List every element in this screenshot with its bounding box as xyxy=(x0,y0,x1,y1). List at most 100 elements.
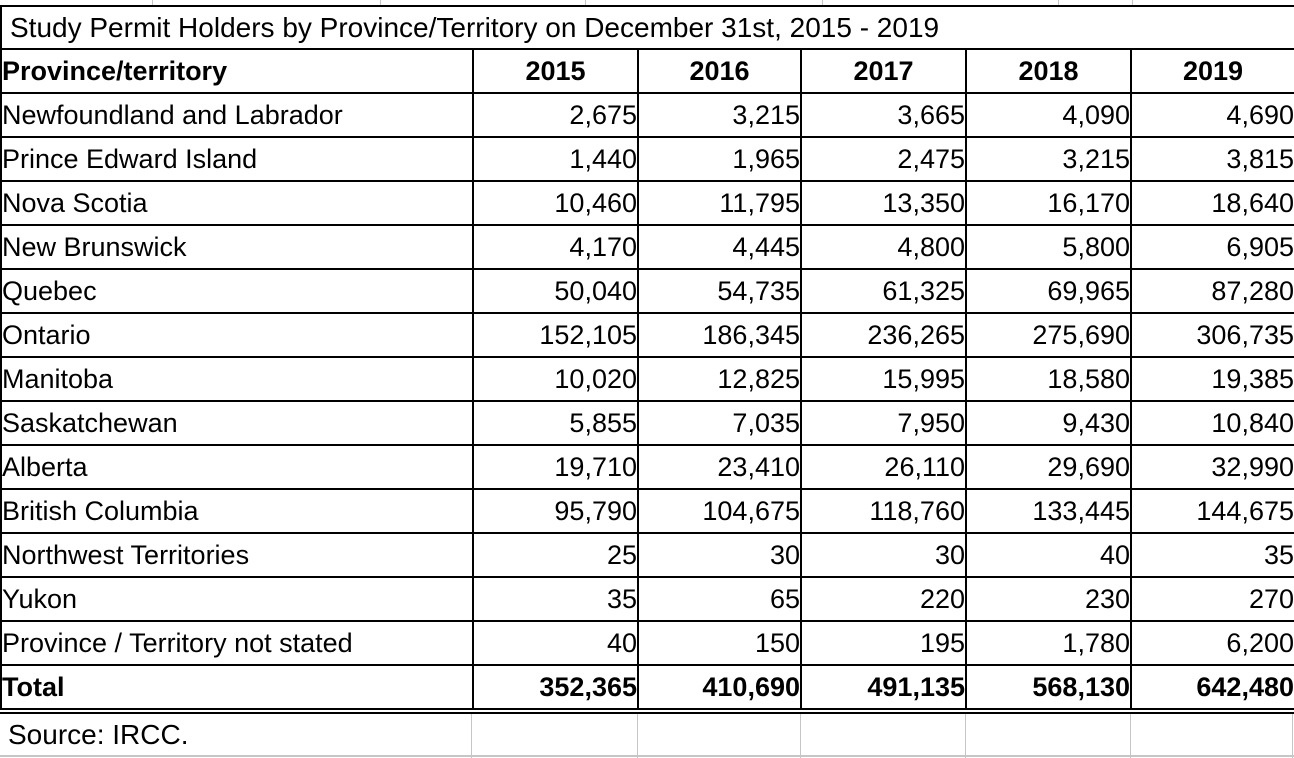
table-head-section: Study Permit Holders by Province/Territo… xyxy=(0,5,1294,94)
table-row: Prince Edward Island 1,440 1,965 2,475 3,215… xyxy=(0,136,1294,182)
col-header-2019: 2019 xyxy=(1130,48,1294,94)
value-cell: 26,110 xyxy=(800,444,967,490)
col-header-2018: 2018 xyxy=(965,48,1132,94)
row-label: Northwest Territories xyxy=(0,532,474,578)
value-cell: 11,795 xyxy=(637,180,802,226)
value-cell: 65 xyxy=(637,576,802,622)
value-cell: 12,825 xyxy=(637,356,802,402)
value-cell: 1,780 xyxy=(965,620,1132,666)
gridline xyxy=(585,0,586,5)
col-header-2017: 2017 xyxy=(800,48,967,94)
total-2016: 410,690 xyxy=(637,664,802,714)
gridline xyxy=(1292,714,1293,755)
value-cell: 18,580 xyxy=(965,356,1132,402)
value-cell: 6,905 xyxy=(1130,224,1294,270)
row-label: Ontario xyxy=(0,312,474,358)
row-label: Saskatchewan xyxy=(0,400,474,446)
value-cell: 10,460 xyxy=(472,180,639,226)
value-cell: 32,990 xyxy=(1130,444,1294,490)
value-cell: 9,430 xyxy=(965,400,1132,446)
table-row: Saskatchewan 5,855 7,035 7,950 9,430 10,840 xyxy=(0,400,1294,446)
value-cell: 10,020 xyxy=(472,356,639,402)
value-cell: 30 xyxy=(637,532,802,578)
value-cell: 29,690 xyxy=(965,444,1132,490)
value-cell: 236,265 xyxy=(800,312,967,358)
row-label: Nova Scotia xyxy=(0,180,474,226)
value-cell: 40 xyxy=(965,532,1132,578)
value-cell: 25 xyxy=(472,532,639,578)
value-cell: 5,800 xyxy=(965,224,1132,270)
row-label: Yukon xyxy=(0,576,474,622)
value-cell: 61,325 xyxy=(800,268,967,314)
total-2017: 491,135 xyxy=(800,664,967,714)
gridline xyxy=(965,714,966,755)
value-cell: 87,280 xyxy=(1130,268,1294,314)
row-label: Prince Edward Island xyxy=(0,136,474,182)
total-2015: 352,365 xyxy=(472,664,639,714)
total-2018: 568,130 xyxy=(965,664,1132,714)
value-cell: 1,440 xyxy=(472,136,639,182)
value-cell: 4,445 xyxy=(637,224,802,270)
gridline xyxy=(822,0,823,5)
row-label: Quebec xyxy=(0,268,474,314)
value-cell: 144,675 xyxy=(1130,488,1294,534)
table-row: British Columbia 95,790 104,675 118,760 133,… xyxy=(0,488,1294,534)
value-cell: 275,690 xyxy=(965,312,1132,358)
title-row: Study Permit Holders by Province/Territo… xyxy=(0,5,1294,50)
total-label: Total xyxy=(0,664,474,714)
row-label: Alberta xyxy=(0,444,474,490)
row-label: New Brunswick xyxy=(0,224,474,270)
table-row: Province / Territory not stated 40 150 195 1… xyxy=(0,620,1294,666)
gridline xyxy=(471,714,472,755)
table-row: Northwest Territories 25 30 30 40 35 xyxy=(0,532,1294,578)
gridline xyxy=(800,714,801,755)
value-cell: 4,090 xyxy=(965,92,1132,138)
table-row: Manitoba 10,020 12,825 15,995 18,580 19,385 xyxy=(0,356,1294,402)
value-cell: 186,345 xyxy=(637,312,802,358)
gridline xyxy=(380,0,381,5)
value-cell: 3,665 xyxy=(800,92,967,138)
value-cell: 195 xyxy=(800,620,967,666)
value-cell: 18,640 xyxy=(1130,180,1294,226)
value-cell: 4,170 xyxy=(472,224,639,270)
source-text: Source: IRCC. xyxy=(8,718,189,750)
row-label: Newfoundland and Labrador xyxy=(0,92,474,138)
col-header-2015: 2015 xyxy=(472,48,639,94)
value-cell: 69,965 xyxy=(965,268,1132,314)
source-row: Source: IRCC. xyxy=(0,714,1294,757)
value-cell: 4,690 xyxy=(1130,92,1294,138)
table-body: Newfoundland and Labrador 2,675 3,215 3,665… xyxy=(0,92,1294,666)
value-cell: 1,965 xyxy=(637,136,802,182)
total-2019: 642,480 xyxy=(1130,664,1294,714)
value-cell: 4,800 xyxy=(800,224,967,270)
row-label: Manitoba xyxy=(0,356,474,402)
table-foot-section: Total 352,365 410,690 491,135 568,130 64… xyxy=(0,664,1294,714)
table-row: Ontario 152,105 186,345 236,265 275,690 306,7… xyxy=(0,312,1294,358)
gridline xyxy=(637,714,638,755)
value-cell: 23,410 xyxy=(637,444,802,490)
value-cell: 270 xyxy=(1130,576,1294,622)
value-cell: 10,840 xyxy=(1130,400,1294,446)
value-cell: 5,855 xyxy=(472,400,639,446)
table-row: Yukon 35 65 220 230 270 xyxy=(0,576,1294,622)
value-cell: 15,995 xyxy=(800,356,967,402)
col-header-province: Province/territory xyxy=(0,48,474,94)
row-label: British Columbia xyxy=(0,488,474,534)
value-cell: 118,760 xyxy=(800,488,967,534)
value-cell: 19,385 xyxy=(1130,356,1294,402)
value-cell: 95,790 xyxy=(472,488,639,534)
table-row: Nova Scotia 10,460 11,795 13,350 16,170 18,64… xyxy=(0,180,1294,226)
table-title: Study Permit Holders by Province/Territo… xyxy=(0,5,1294,50)
value-cell: 7,035 xyxy=(637,400,802,446)
value-cell: 306,735 xyxy=(1130,312,1294,358)
value-cell: 19,710 xyxy=(472,444,639,490)
value-cell: 152,105 xyxy=(472,312,639,358)
value-cell: 3,815 xyxy=(1130,136,1294,182)
study-permit-table: Study Permit Holders by Province/Territo… xyxy=(0,5,1294,714)
header-row: Province/territory 2015 2016 2017 2018 2… xyxy=(0,48,1294,94)
value-cell: 50,040 xyxy=(472,268,639,314)
value-cell: 2,475 xyxy=(800,136,967,182)
col-header-2016: 2016 xyxy=(637,48,802,94)
value-cell: 6,200 xyxy=(1130,620,1294,666)
